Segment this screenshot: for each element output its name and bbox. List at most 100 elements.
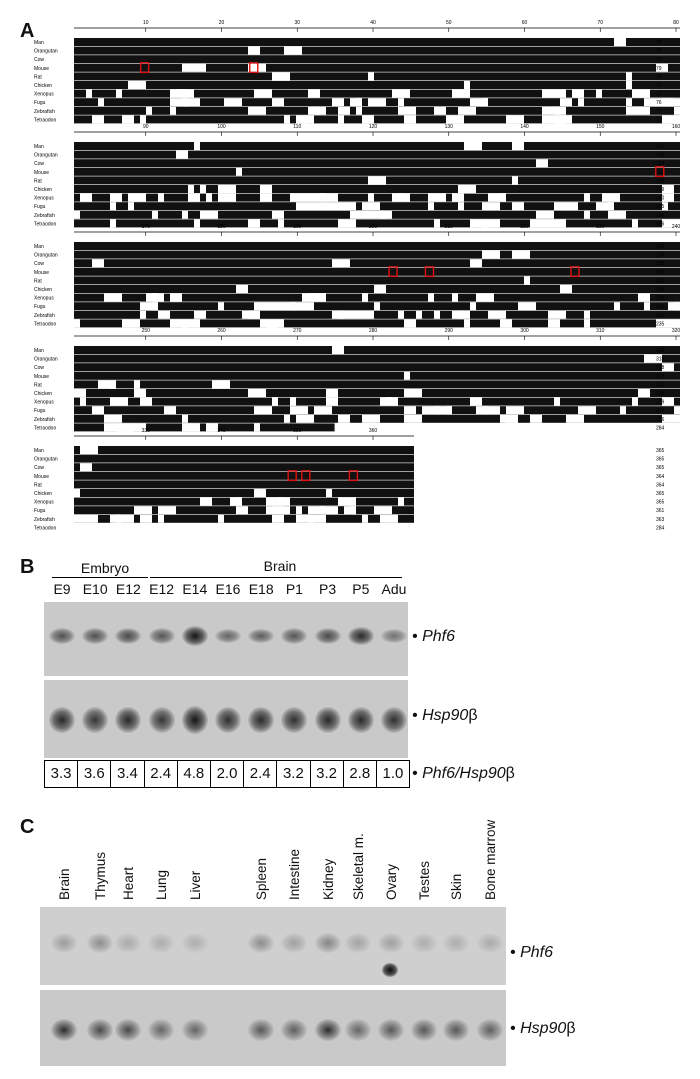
species-name: Mouse [34,170,49,176]
mismatch-block [386,506,392,515]
ratio-cell: 2.8 [344,761,377,787]
mismatch-block [500,193,506,202]
mismatch-block [326,397,338,406]
ruler-label: 10 [143,20,149,26]
sequence-bar [74,142,680,150]
group-line-brain [150,577,402,578]
tissue-label: Skeletal m. [351,833,366,900]
mismatch-block [596,89,602,98]
end-number: 160 [656,196,665,202]
mismatch-block [530,414,542,423]
species-name: Chicken [34,391,52,397]
blot-band [345,933,371,953]
ratio-cell: 4.8 [178,761,211,787]
mismatch-block [542,219,548,228]
end-number: 284 [656,425,665,431]
end-number: 363 [656,517,665,523]
end-number: 318 [656,382,665,388]
gene-label-ratio: • Phf6/Hsp90β [412,765,515,783]
mismatch-block [506,115,524,124]
mismatch-block [662,397,674,406]
mismatch-block [308,89,320,98]
mismatch-block [356,106,362,115]
mismatch-block [254,302,272,311]
mismatch-block [194,219,200,228]
end-number: 238 [656,253,665,259]
ruler-label: 150 [596,124,605,130]
mismatch-block [158,506,176,515]
mismatch-block [656,63,668,72]
end-number: 316 [656,417,665,423]
mismatch-block [290,406,308,415]
sequence-bar [74,159,680,168]
blot-band [182,1019,208,1041]
mismatch-block [620,406,626,415]
mismatch-block [626,72,632,81]
ruler-label: 250 [142,328,151,334]
mismatch-block [632,219,638,228]
mismatch-block [458,310,470,319]
sequence-bar [74,63,680,72]
mismatch-block [200,497,212,506]
blot-band [443,933,469,953]
mismatch-block [596,202,614,211]
lane-label: E16 [215,581,241,597]
blot-c-hsp90b [40,990,506,1066]
blot-band [477,933,503,953]
mismatch-block [122,423,140,432]
mismatch-block [332,346,344,354]
species-name: Man [34,40,44,46]
mismatch-block [428,193,446,202]
mismatch-block [260,185,272,193]
mismatch-block [626,106,644,115]
mismatch-block [452,89,470,98]
mismatch-block [506,414,518,423]
mismatch-block [248,63,266,72]
end-number: 318 [656,365,665,371]
tissue-label: Thymus [93,851,108,900]
mismatch-block [464,319,470,328]
ratio-label: Phf6/Hsp90 [422,765,506,782]
mismatch-block [308,302,314,311]
species-name: Tetraodon [34,321,56,327]
mismatch-block [350,210,368,219]
mismatch-block [362,414,380,423]
mismatch-block [320,193,338,202]
species-name: Orangutan [34,253,58,259]
sequence-bar [74,346,680,354]
mismatch-block [644,98,656,107]
mismatch-block [170,319,188,328]
mismatch-block [662,193,674,202]
species-name: Fugu [34,408,46,414]
blot-band [314,706,341,734]
blot-band [115,933,141,953]
species-name: Zebrafish [34,517,55,523]
ruler-label: 360 [369,428,378,434]
blot-b-hsp90b [44,680,408,758]
mismatch-block [248,219,260,228]
mismatch-block [296,414,314,423]
ruler-label: 130 [445,124,454,130]
mismatch-block [674,219,680,228]
ratio-cell: 3.3 [45,761,79,787]
sequence-bar [74,72,680,81]
sequence-bar [74,115,680,124]
sequence-bar [74,193,680,202]
mismatch-block [482,406,500,415]
mismatch-block [470,302,476,311]
sequence-bar [74,389,680,397]
mismatch-block [362,514,368,523]
lane-label: E9 [53,581,71,597]
end-number: 159 [656,170,665,176]
ruler-label: 210 [445,224,454,230]
mismatch-block [290,397,296,406]
mismatch-block [626,98,632,107]
blot-band [411,933,437,953]
mismatch-block [362,202,380,211]
blot-band [87,1019,113,1041]
blot-c-phf6 [40,907,506,985]
sequence-bar [74,242,680,250]
species-name: Cow [34,261,44,267]
mismatch-block [170,106,176,115]
mismatch-block [524,276,530,285]
